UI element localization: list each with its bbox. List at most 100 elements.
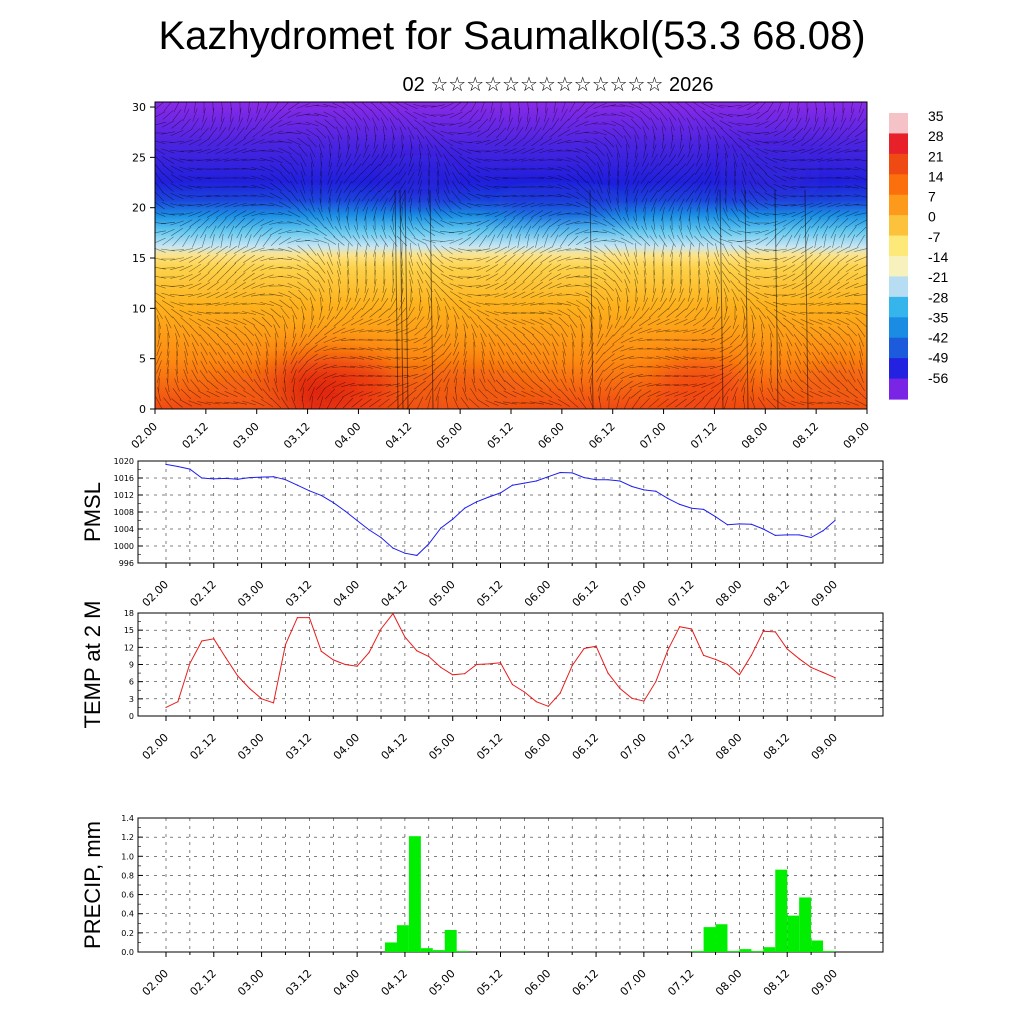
temp-point	[356, 665, 358, 667]
precip-ylabel: PRECIP, mm	[80, 821, 105, 949]
y-tick-label: 10	[132, 302, 146, 315]
y-tick-label: 1.0	[121, 852, 134, 861]
y-tick-label: 9	[129, 661, 134, 670]
pmsl-point	[344, 510, 346, 512]
pmsl-point	[332, 502, 334, 504]
temp-point	[320, 650, 322, 652]
colorbar-label: -35	[928, 309, 948, 325]
temp-point	[260, 698, 263, 700]
pmsl-point	[440, 527, 442, 529]
x-tick-label: 09.00	[809, 731, 840, 762]
pmsl-point	[356, 519, 358, 522]
x-tick-label: 05.00	[426, 731, 457, 762]
temp-point	[237, 675, 239, 677]
temp-point	[428, 655, 430, 658]
x-tick-label: 06.12	[570, 731, 601, 762]
x-tick-label: 08.00	[713, 967, 744, 998]
temp-point	[392, 612, 394, 615]
pmsl-point	[272, 476, 275, 478]
x-tick-label: 07.12	[688, 420, 719, 451]
pmsl-ylabel: PMSL	[80, 482, 105, 542]
colorbar-label: -21	[928, 269, 948, 285]
x-tick-label: 06.12	[586, 420, 617, 451]
precip-frame	[137, 817, 884, 953]
wind-convergence-line	[399, 189, 404, 409]
temp-panel	[137, 612, 884, 721]
y-tick-label: 0.8	[121, 871, 134, 880]
pmsl-point	[428, 543, 430, 545]
warm-core	[725, 161, 815, 189]
temp-point	[547, 705, 549, 707]
pmsl-point	[380, 536, 382, 539]
pmsl-point	[260, 476, 263, 478]
temp-point	[368, 651, 370, 654]
temp-point	[344, 663, 346, 666]
pmsl-point	[631, 485, 633, 488]
y-tick-label: 1004	[114, 525, 134, 534]
pmsl-point	[249, 476, 251, 479]
pmsl-point	[834, 519, 836, 522]
colorbar-label: -42	[928, 330, 948, 346]
pmsl-point	[726, 524, 729, 526]
temp-point	[607, 672, 609, 674]
x-tick-label: 03.12	[281, 420, 312, 451]
temp-point	[404, 636, 406, 638]
x-tick-label: 09.00	[809, 967, 840, 998]
pmsl-point	[284, 479, 287, 481]
x-tick-label: 02.00	[140, 731, 171, 762]
pmsl-point	[201, 477, 203, 479]
pmsl-point	[213, 478, 215, 480]
precip-bar	[385, 942, 397, 952]
precip-panel	[137, 817, 884, 957]
pmsl-point	[655, 490, 657, 492]
pmsl-point	[296, 484, 299, 486]
colorbar-label: -28	[928, 289, 948, 305]
temp-point	[535, 701, 537, 703]
x-tick-label: 04.00	[332, 420, 363, 451]
pmsl-point	[762, 528, 764, 530]
temp-point	[655, 681, 657, 683]
precip-bar	[432, 950, 445, 952]
pmsl-frame	[137, 460, 884, 564]
y-tick-label: 25	[132, 151, 146, 164]
x-tick-label: 02.00	[129, 420, 160, 451]
x-tick-label: 03.12	[283, 578, 314, 609]
x-tick-label: 06.00	[522, 731, 553, 762]
x-tick-label: 04.12	[379, 967, 410, 998]
warm-core	[380, 168, 460, 192]
x-tick-label: 08.00	[713, 731, 744, 762]
pmsl-panel	[137, 460, 884, 568]
chart-subtitle: 02 ☆☆☆☆☆☆☆☆☆☆☆☆☆ 2026	[402, 74, 714, 96]
y-tick-label: 0	[129, 712, 134, 721]
y-tick-label: 15	[124, 626, 134, 635]
x-tick-label: 03.00	[230, 420, 261, 451]
temp-point	[774, 631, 776, 633]
x-tick-label: 09.00	[809, 578, 840, 609]
temp-point	[631, 697, 633, 699]
temp-point	[189, 662, 191, 664]
colorbar-label: -14	[928, 249, 948, 265]
temp-point	[822, 671, 824, 674]
x-tick-label: 06.00	[522, 578, 553, 609]
colorbar-segment	[889, 113, 908, 135]
temp-point	[726, 663, 729, 666]
x-tick-label: 05.00	[426, 578, 457, 609]
y-tick-label: 20	[132, 202, 146, 215]
pmsl-point	[714, 516, 717, 518]
wind-convergence-line	[719, 189, 724, 409]
temp-point	[834, 677, 836, 679]
wind-convergence-line	[589, 189, 594, 409]
x-tick-label: 02.00	[140, 578, 171, 609]
warm-core	[800, 365, 867, 405]
x-tick-label: 04.12	[383, 420, 414, 451]
colorbar-segment	[889, 296, 908, 318]
temp-point	[810, 666, 812, 668]
wind-vectors	[155, 102, 867, 409]
x-tick-label: 02.00	[140, 967, 171, 998]
precip-bar	[444, 929, 457, 952]
pmsl-point	[464, 507, 466, 509]
colorbar-segment	[889, 153, 908, 175]
x-tick-label: 04.12	[379, 578, 410, 609]
x-tick-label: 03.12	[283, 967, 314, 998]
warm-core	[390, 368, 530, 409]
